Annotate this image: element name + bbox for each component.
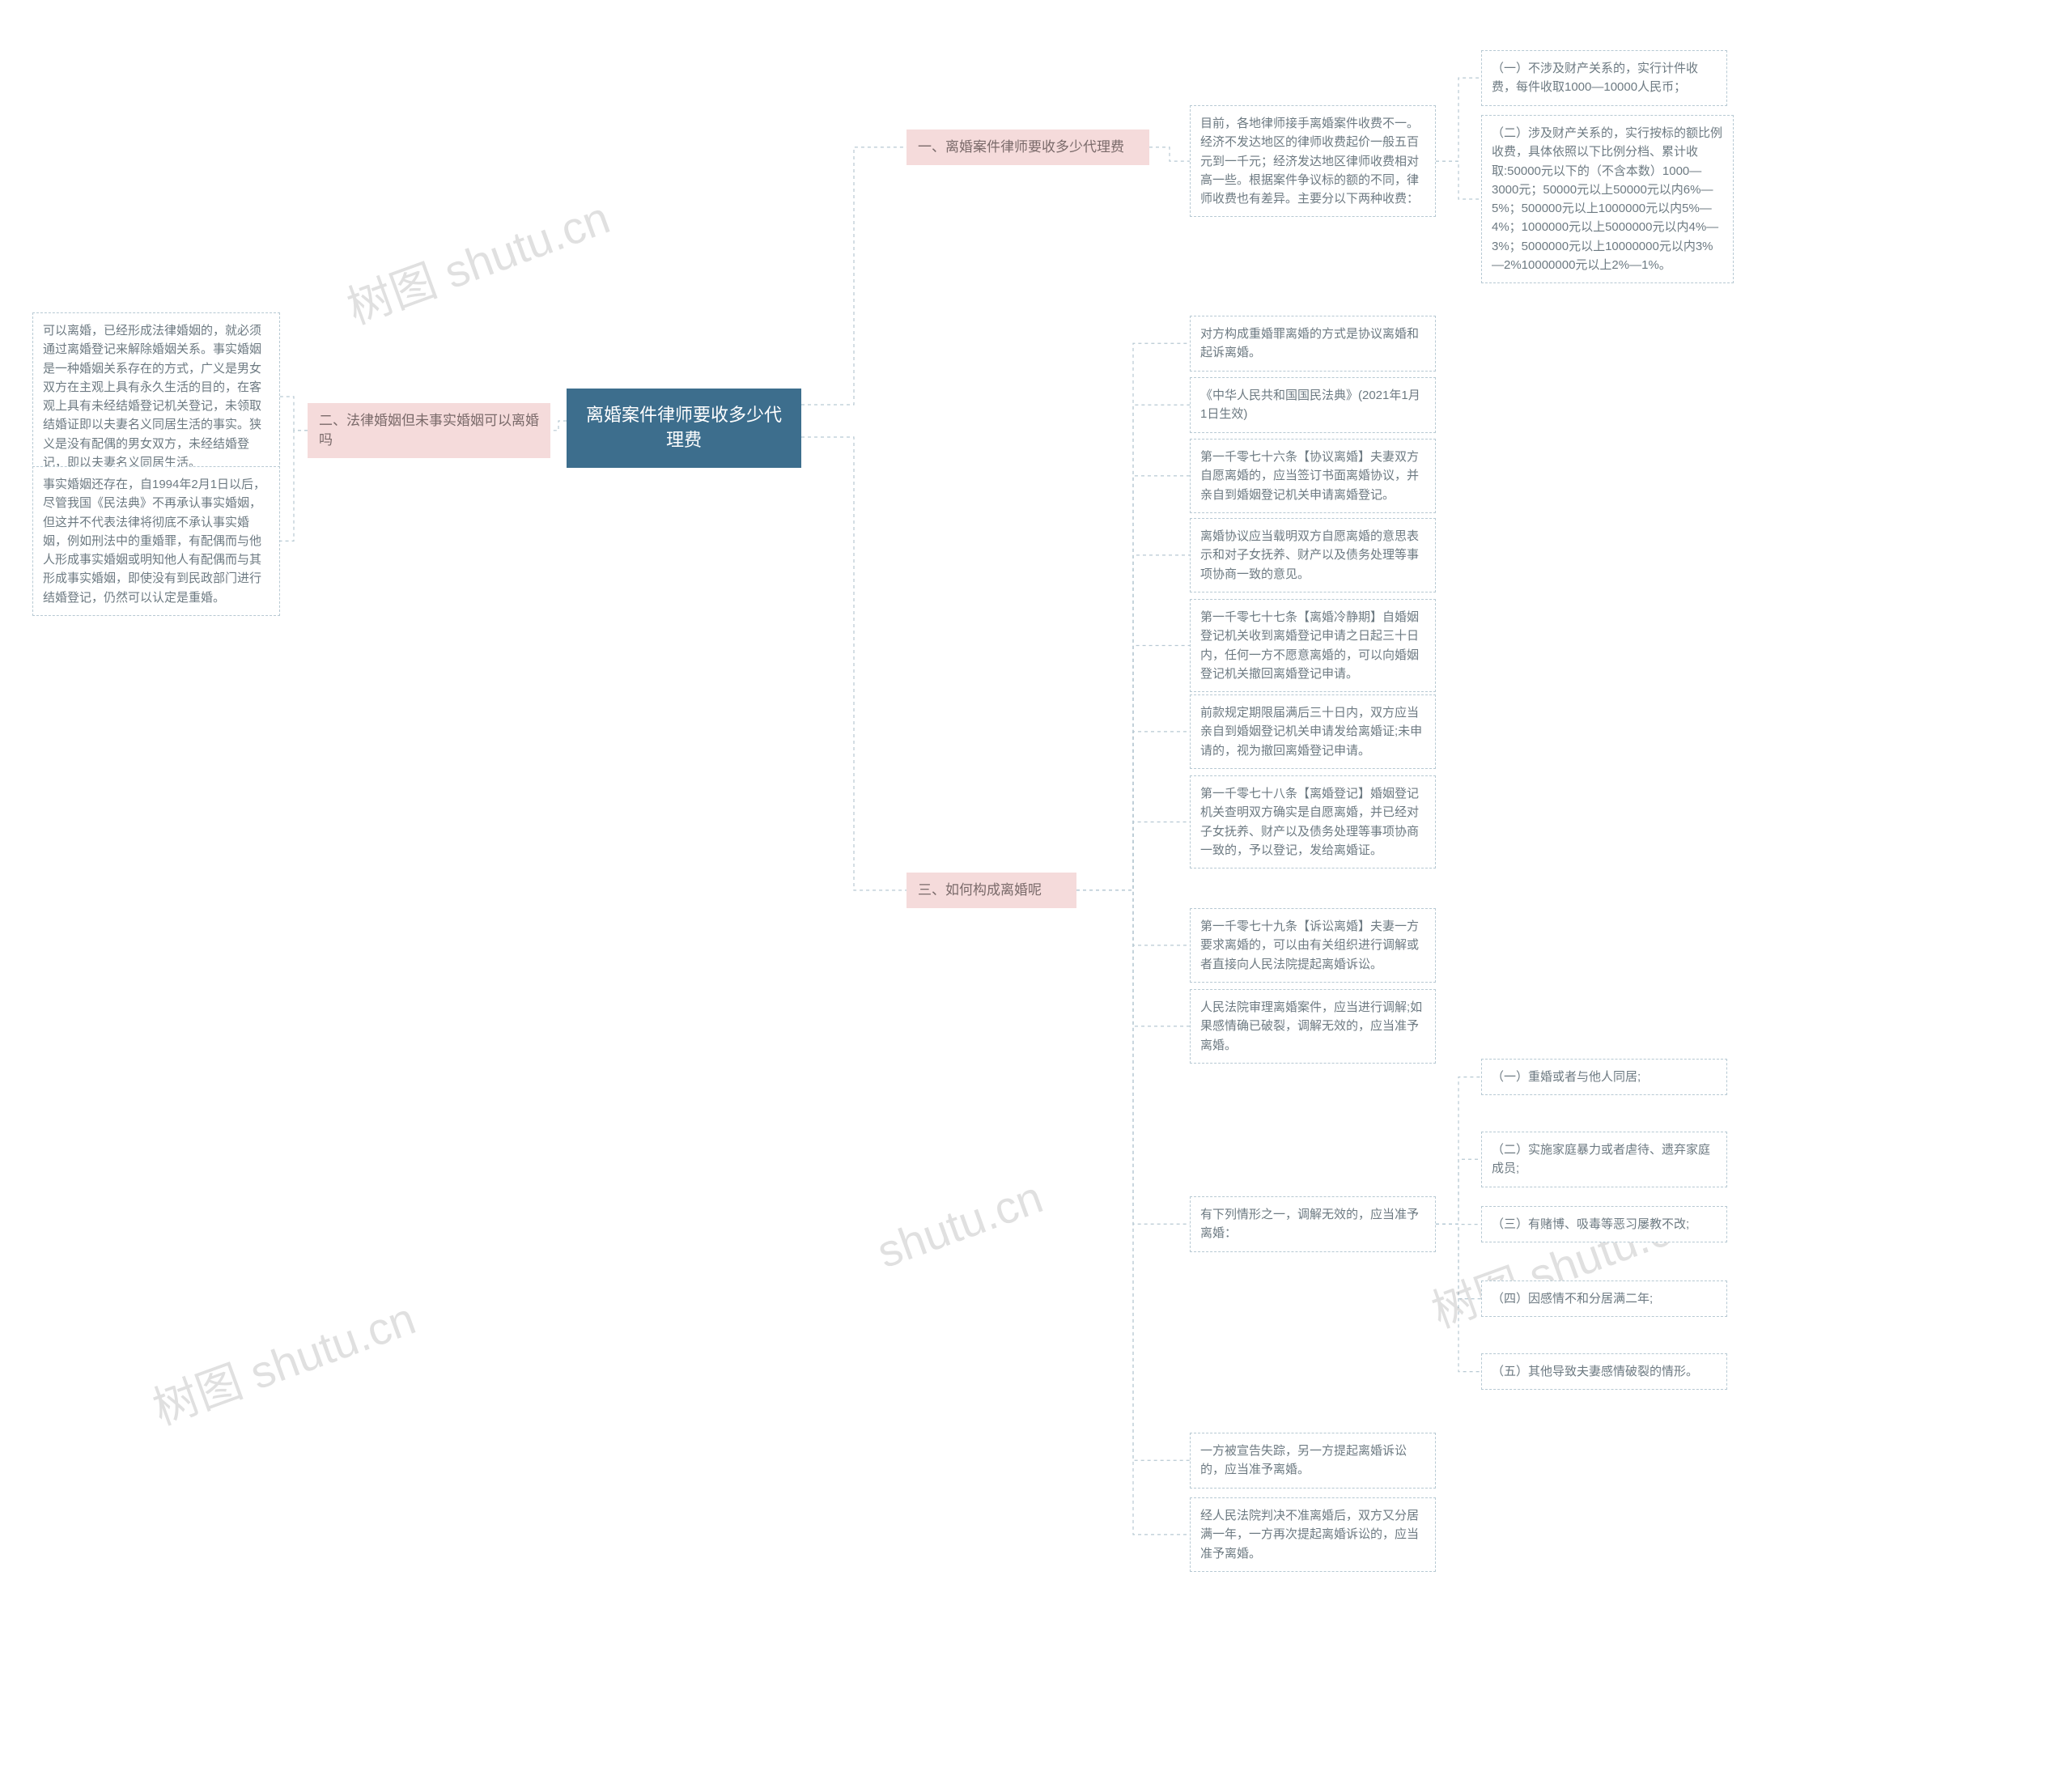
leaf-node: 事实婚姻还存在，自1994年2月1日以后，尽管我国《民法典》不再承认事实婚姻，但… [32,466,280,616]
branch-node: 一、离婚案件律师要收多少代理费 [906,130,1149,165]
leaf-node: 目前，各地律师接手离婚案件收费不一。经济不发达地区的律师收费起价一般五百元到一千… [1190,105,1436,217]
leaf-node: 一方被宣告失踪，另一方提起离婚诉讼的，应当准予离婚。 [1190,1433,1436,1489]
leaf-node: 可以离婚，已经形成法律婚姻的，就必须通过离婚登记来解除婚姻关系。事实婚姻是一种婚… [32,312,280,481]
leaf-node: 对方构成重婚罪离婚的方式是协议离婚和起诉离婚。 [1190,316,1436,372]
leaf-node: （五）其他导致夫妻感情破裂的情形。 [1481,1353,1727,1390]
watermark: 树图 shutu.cn [337,181,618,337]
leaf-node: （二）涉及财产关系的，实行按标的额比例收费，具体依照以下比例分档、累计收取:50… [1481,115,1734,283]
leaf-node: 第一千零七十六条【协议离婚】夫妻双方自愿离婚的，应当签订书面离婚协议，并亲自到婚… [1190,439,1436,513]
leaf-node: （一）不涉及财产关系的，实行计件收费，每件收取1000—10000人民币； [1481,50,1727,106]
leaf-node: 第一千零七十八条【离婚登记】婚姻登记机关查明双方确实是自愿离婚，并已经对子女抚养… [1190,775,1436,869]
leaf-node: （一）重婚或者与他人同居; [1481,1059,1727,1095]
leaf-node: （四）因感情不和分居满二年; [1481,1280,1727,1317]
branch-node: 三、如何构成离婚呢 [906,873,1076,908]
leaf-node: （二）实施家庭暴力或者虐待、遗弃家庭成员; [1481,1132,1727,1187]
leaf-node: （三）有赌博、吸毒等恶习屡教不改; [1481,1206,1727,1242]
leaf-node: 第一千零七十九条【诉讼离婚】夫妻一方要求离婚的，可以由有关组织进行调解或者直接向… [1190,908,1436,983]
leaf-node: 有下列情形之一，调解无效的，应当准予离婚： [1190,1196,1436,1252]
watermark: 树图 shutu.cn [142,1282,423,1438]
leaf-node: 经人民法院判决不准离婚后，双方又分居满一年，一方再次提起离婚诉讼的，应当准予离婚… [1190,1497,1436,1572]
leaf-node: 前款规定期限届满后三十日内，双方应当亲自到婚姻登记机关申请发给离婚证;未申请的，… [1190,694,1436,769]
root-node: 离婚案件律师要收多少代理费 [567,389,801,468]
leaf-node: 离婚协议应当载明双方自愿离婚的意思表示和对子女抚养、财产以及债务处理等事项协商一… [1190,518,1436,592]
leaf-node: 第一千零七十七条【离婚冷静期】自婚姻登记机关收到离婚登记申请之日起三十日内，任何… [1190,599,1436,692]
branch-node: 二、法律婚姻但未事实婚姻可以离婚吗 [308,403,550,458]
watermark: shutu.cn [870,1170,1049,1278]
leaf-node: 《中华人民共和国国民法典》(2021年1月1日生效) [1190,377,1436,433]
leaf-node: 人民法院审理离婚案件，应当进行调解;如果感情确已破裂，调解无效的，应当准予离婚。 [1190,989,1436,1064]
